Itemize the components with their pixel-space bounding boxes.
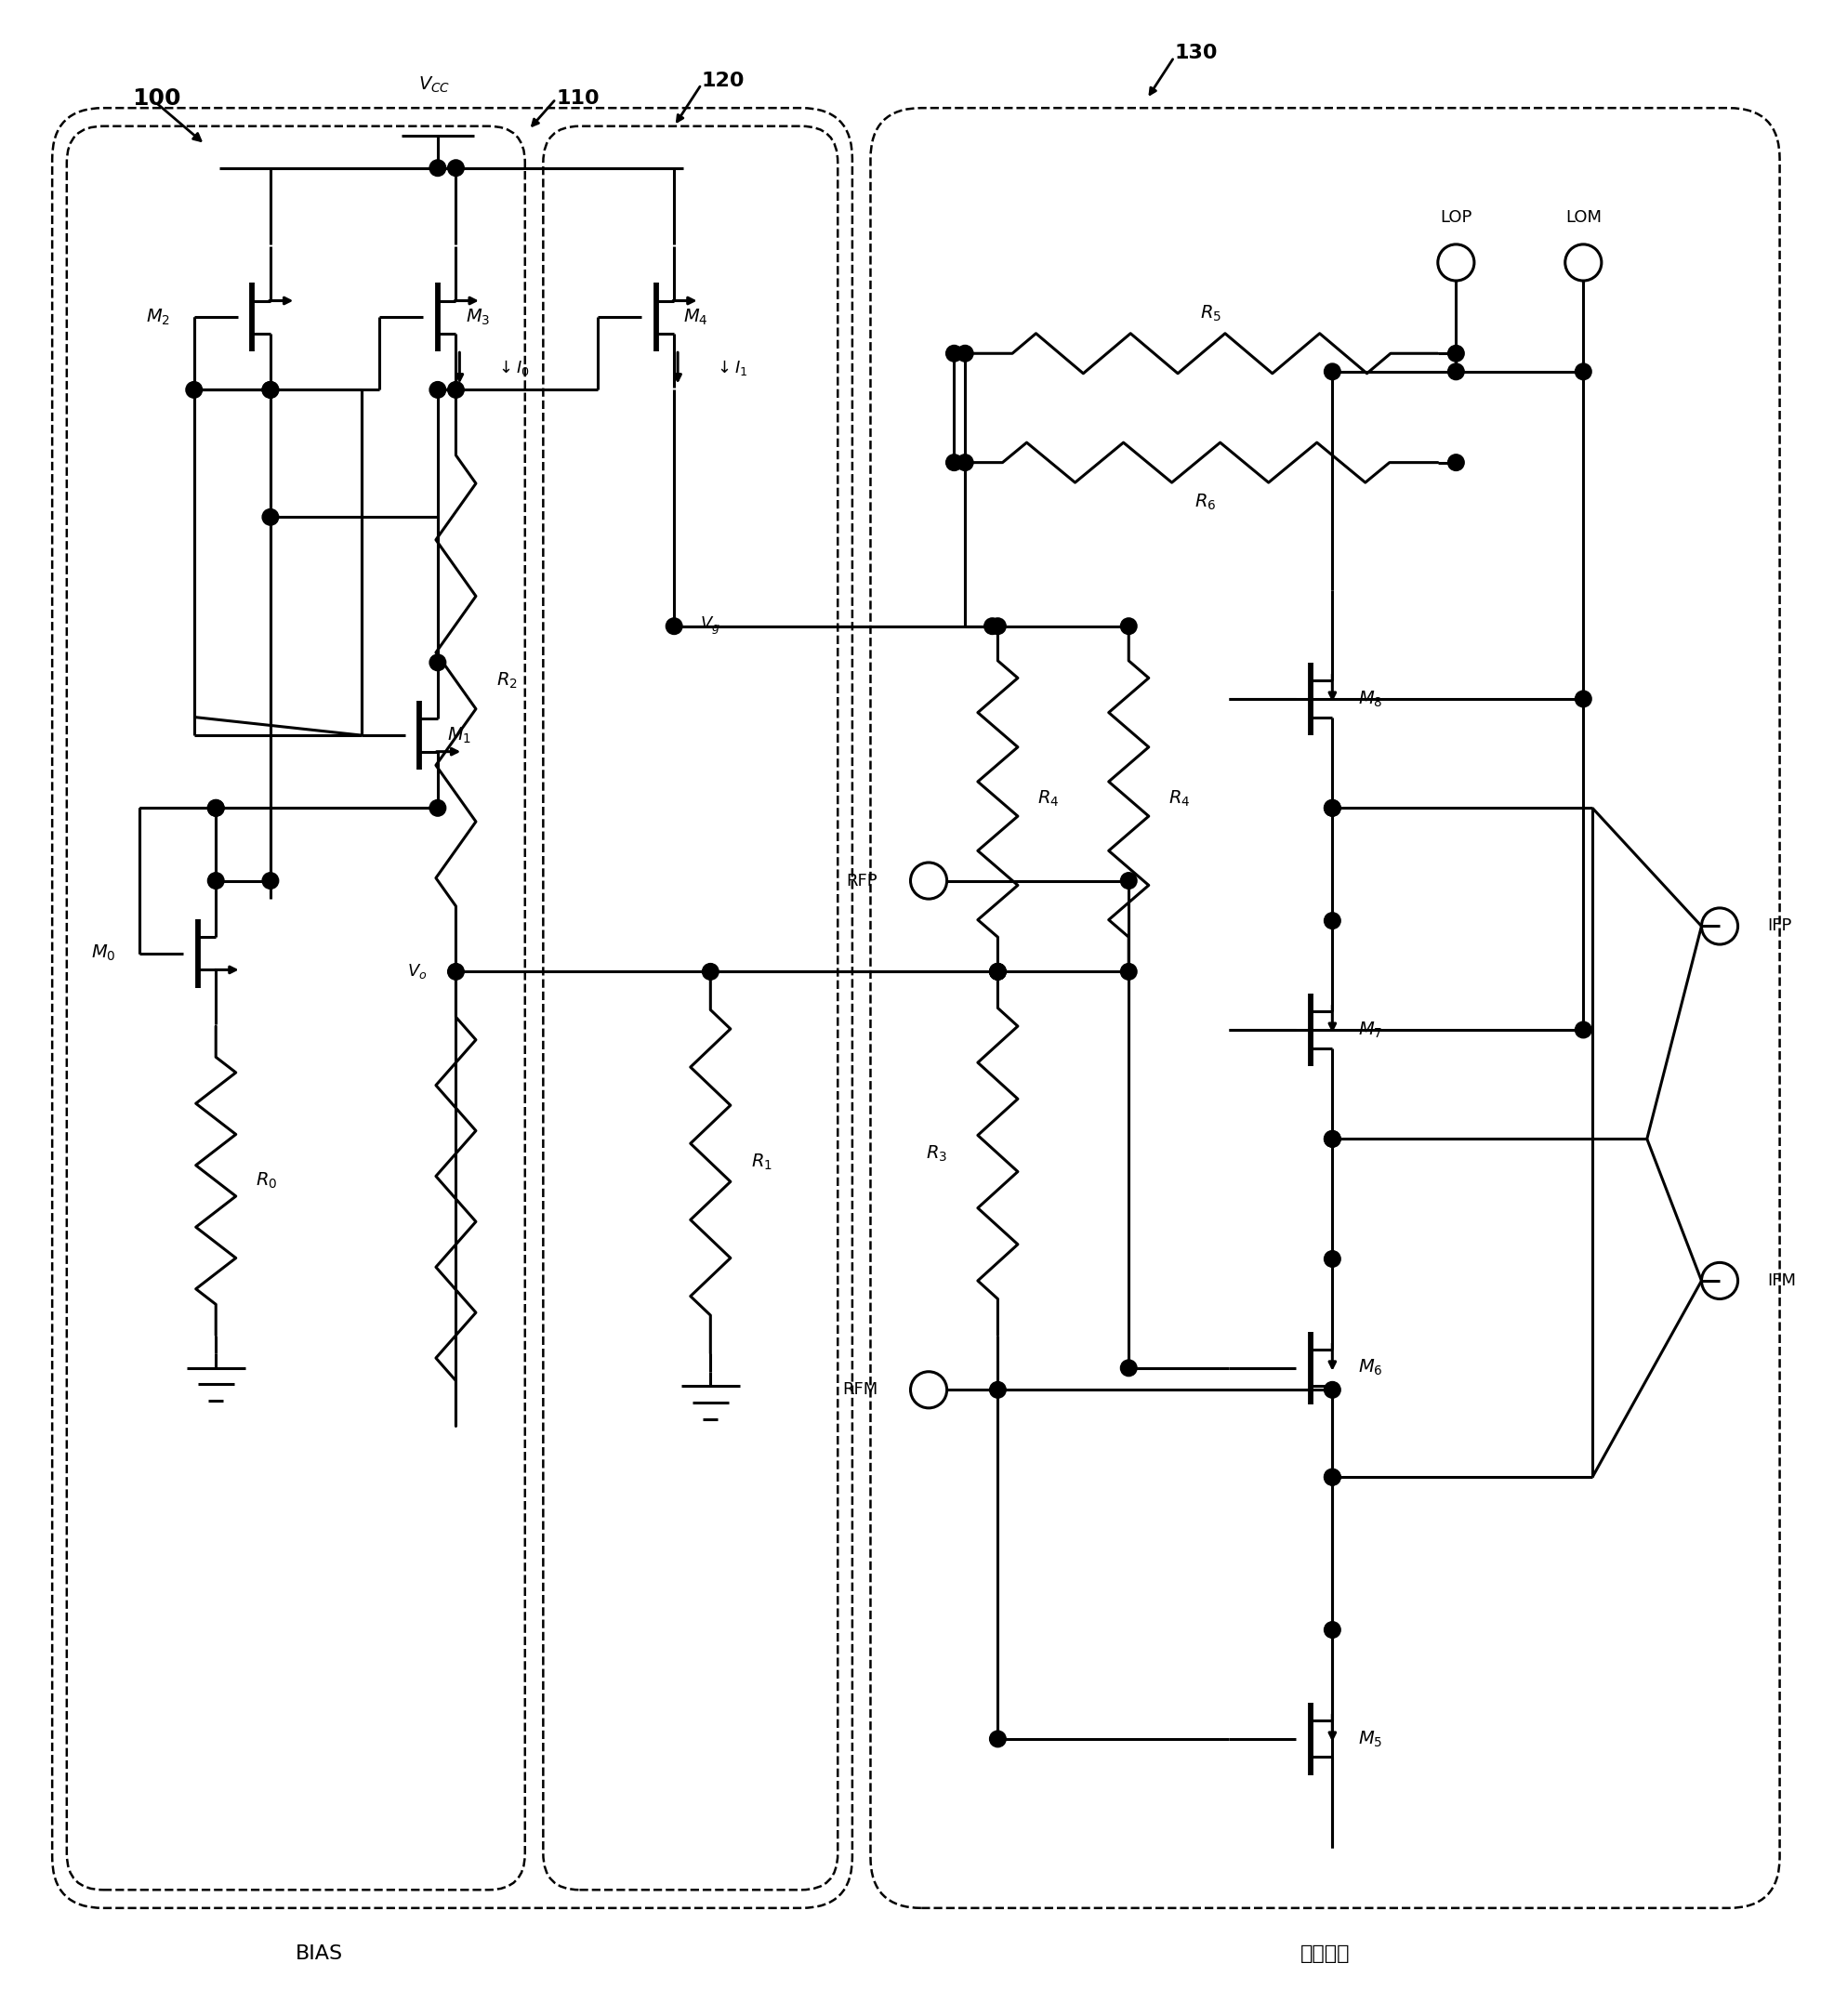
Circle shape — [989, 964, 1005, 980]
Text: $R_1$: $R_1$ — [750, 1153, 772, 1173]
Circle shape — [208, 873, 224, 889]
Text: $M_0$: $M_0$ — [91, 943, 115, 964]
Text: BIAS: BIAS — [295, 1943, 344, 1964]
Circle shape — [1575, 1022, 1592, 1038]
Circle shape — [956, 454, 972, 470]
Circle shape — [1448, 345, 1464, 361]
Text: $V_g$: $V_g$ — [699, 615, 719, 637]
Circle shape — [989, 1381, 1005, 1397]
Text: 130: 130 — [1175, 44, 1218, 62]
Circle shape — [945, 345, 961, 361]
Circle shape — [989, 619, 1005, 635]
Circle shape — [666, 619, 683, 635]
Text: RFM: RFM — [843, 1381, 878, 1399]
Text: $M_5$: $M_5$ — [1358, 1730, 1382, 1748]
Circle shape — [1324, 1250, 1340, 1268]
Text: 110: 110 — [555, 89, 599, 109]
Circle shape — [1120, 619, 1136, 635]
Circle shape — [1120, 964, 1136, 980]
Text: 100: 100 — [133, 89, 180, 111]
Circle shape — [989, 964, 1005, 980]
Circle shape — [208, 800, 224, 816]
Circle shape — [1448, 363, 1464, 379]
Circle shape — [208, 800, 224, 816]
Circle shape — [1324, 800, 1340, 816]
Text: $M_8$: $M_8$ — [1358, 689, 1382, 710]
Circle shape — [186, 381, 202, 397]
Text: IFP: IFP — [1766, 917, 1792, 935]
Text: $R_3$: $R_3$ — [925, 1143, 947, 1163]
Circle shape — [448, 964, 464, 980]
Circle shape — [1324, 1470, 1340, 1486]
Circle shape — [1448, 454, 1464, 470]
Text: $M_3$: $M_3$ — [466, 306, 490, 327]
Circle shape — [703, 964, 719, 980]
Circle shape — [983, 619, 1000, 635]
Text: LOP: LOP — [1440, 210, 1471, 226]
Circle shape — [945, 454, 961, 470]
Circle shape — [1324, 1381, 1340, 1397]
Circle shape — [430, 381, 446, 397]
Text: $R_6$: $R_6$ — [1195, 492, 1216, 512]
Text: $R_5$: $R_5$ — [1200, 304, 1222, 323]
Text: $V_{CC}$: $V_{CC}$ — [419, 75, 450, 95]
Circle shape — [989, 1732, 1005, 1748]
Text: LOM: LOM — [1566, 210, 1601, 226]
Circle shape — [430, 159, 446, 175]
Circle shape — [430, 655, 446, 671]
Circle shape — [1324, 1131, 1340, 1147]
Circle shape — [1324, 800, 1340, 816]
Circle shape — [1324, 1470, 1340, 1486]
Circle shape — [262, 381, 279, 397]
Text: $M_2$: $M_2$ — [146, 306, 169, 327]
Circle shape — [1324, 1131, 1340, 1147]
Circle shape — [1120, 1361, 1136, 1377]
Circle shape — [430, 800, 446, 816]
Text: $M_6$: $M_6$ — [1358, 1359, 1382, 1377]
Text: 混频单元: 混频单元 — [1300, 1943, 1349, 1964]
Text: IFM: IFM — [1766, 1272, 1796, 1288]
Circle shape — [1324, 363, 1340, 379]
Circle shape — [1120, 873, 1136, 889]
Circle shape — [1324, 1621, 1340, 1639]
Circle shape — [262, 508, 279, 526]
Circle shape — [448, 381, 464, 397]
Circle shape — [1324, 913, 1340, 929]
Text: $M_7$: $M_7$ — [1358, 1020, 1382, 1040]
Circle shape — [448, 159, 464, 175]
Text: $M_1$: $M_1$ — [448, 726, 472, 746]
Text: $R_4$: $R_4$ — [1038, 788, 1060, 808]
Circle shape — [1575, 691, 1592, 708]
Circle shape — [956, 345, 972, 361]
Text: $R_4$: $R_4$ — [1169, 788, 1191, 808]
Circle shape — [262, 381, 279, 397]
Text: $V_o$: $V_o$ — [406, 962, 426, 982]
Circle shape — [1575, 363, 1592, 379]
Text: $R_0$: $R_0$ — [257, 1171, 277, 1191]
Text: $\downarrow I_1$: $\downarrow I_1$ — [714, 359, 748, 377]
Circle shape — [989, 964, 1005, 980]
Text: $M_4$: $M_4$ — [683, 306, 708, 327]
Circle shape — [262, 873, 279, 889]
Text: $R_2$: $R_2$ — [495, 671, 517, 691]
Text: RFP: RFP — [847, 873, 878, 889]
Text: 120: 120 — [701, 71, 745, 91]
Text: $\downarrow I_0$: $\downarrow I_0$ — [495, 359, 530, 377]
